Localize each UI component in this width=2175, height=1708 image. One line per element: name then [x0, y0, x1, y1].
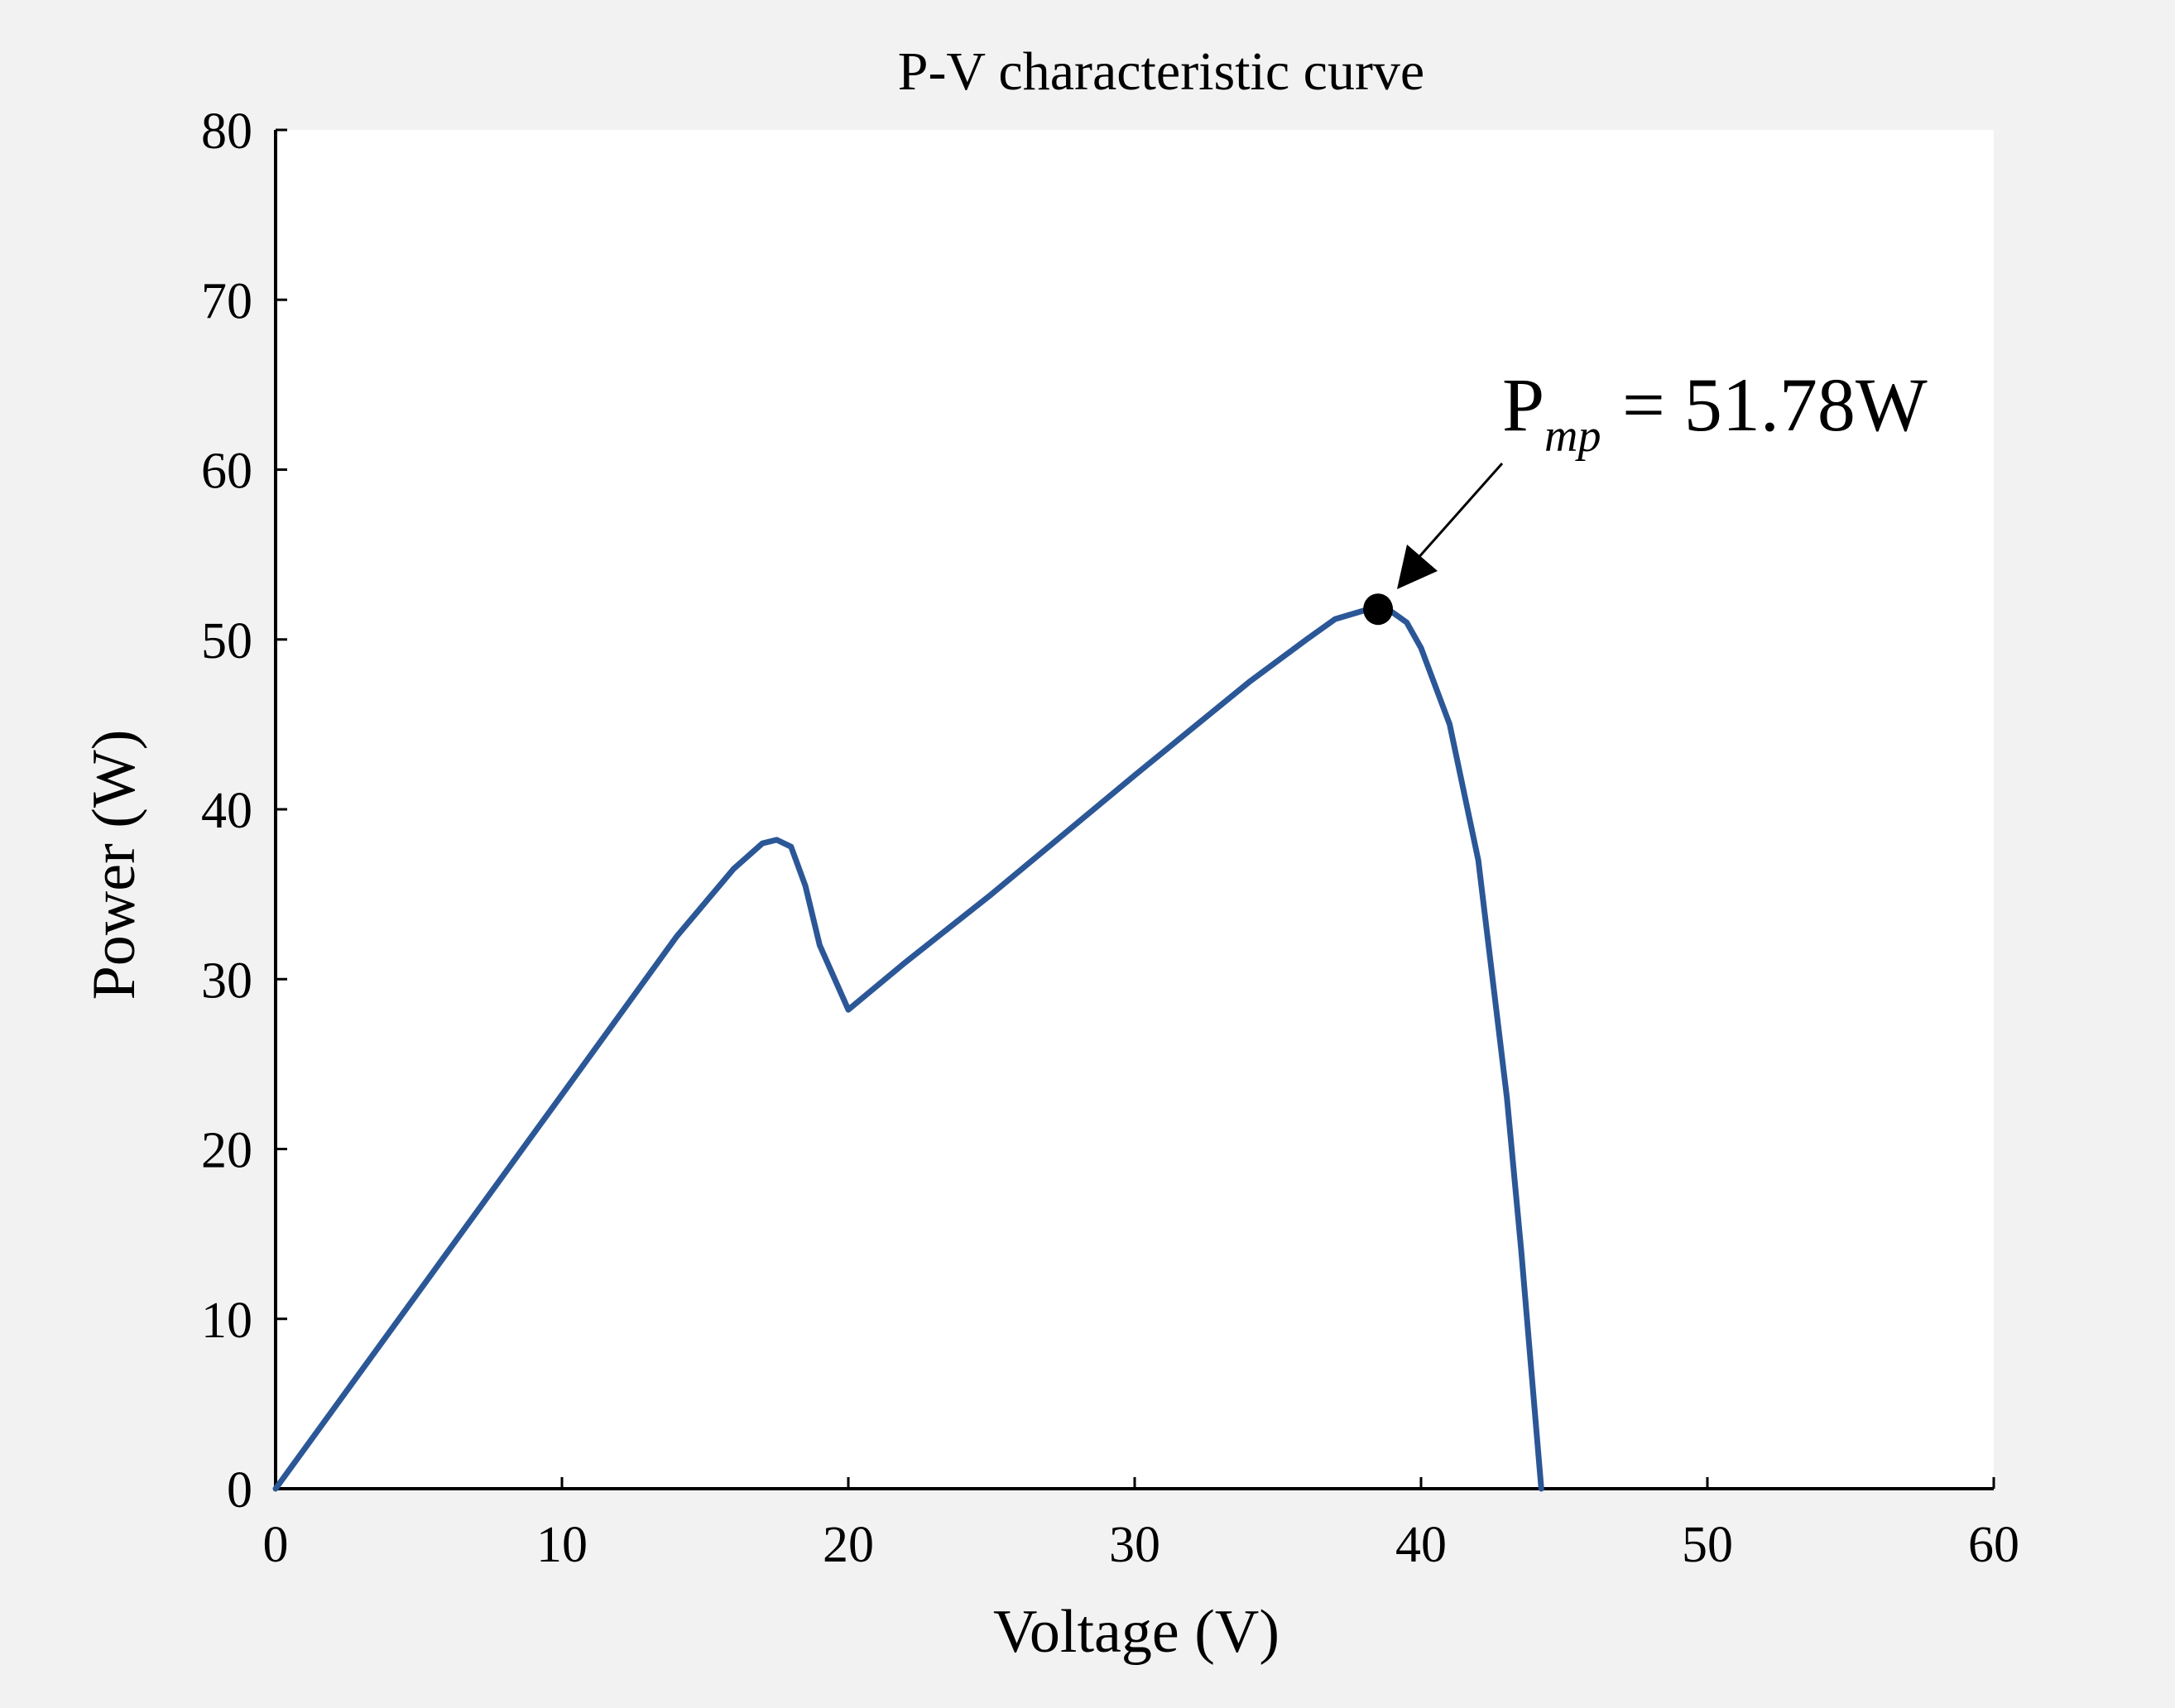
y-tick-label: 10: [201, 1293, 252, 1349]
annotation-arrow-line: [1415, 463, 1504, 560]
chart-title: P-V characteristic curve: [898, 41, 1424, 102]
y-ticks: 0 10 20 30 40 50 60 70 80: [201, 103, 287, 1518]
annotation-arrow-head: [1397, 545, 1438, 589]
x-axis-label: Voltage (V): [993, 1598, 1280, 1666]
y-tick-label: 50: [201, 613, 252, 669]
annotation-symbol: P: [1502, 362, 1544, 447]
annotation-value: = 51.78W: [1622, 362, 1928, 447]
y-tick-label: 30: [201, 952, 252, 1009]
x-tick-label: 20: [823, 1517, 874, 1573]
x-ticks: 0 10 20 30 40 50 60: [263, 1477, 2019, 1573]
y-tick-label: 40: [201, 783, 252, 839]
x-tick-label: 60: [1968, 1517, 2019, 1573]
x-tick-label: 50: [1682, 1517, 1733, 1573]
annotation-subscript: mp: [1544, 410, 1601, 462]
y-tick-label: 70: [201, 273, 252, 329]
y-tick-label: 0: [227, 1462, 252, 1518]
x-tick-label: 40: [1395, 1517, 1447, 1573]
y-axis-label: Power (W): [80, 730, 148, 1000]
y-tick-label: 60: [201, 444, 252, 500]
x-tick-label: 30: [1109, 1517, 1160, 1573]
plot-area: [276, 130, 1994, 1489]
x-tick-label: 0: [263, 1517, 289, 1573]
max-power-point-marker: [1363, 593, 1394, 626]
series-line-pv-curve: [272, 606, 1544, 1492]
y-tick-label: 20: [201, 1123, 252, 1179]
x-tick-label: 10: [536, 1517, 588, 1573]
y-tick-label: 80: [201, 103, 252, 160]
